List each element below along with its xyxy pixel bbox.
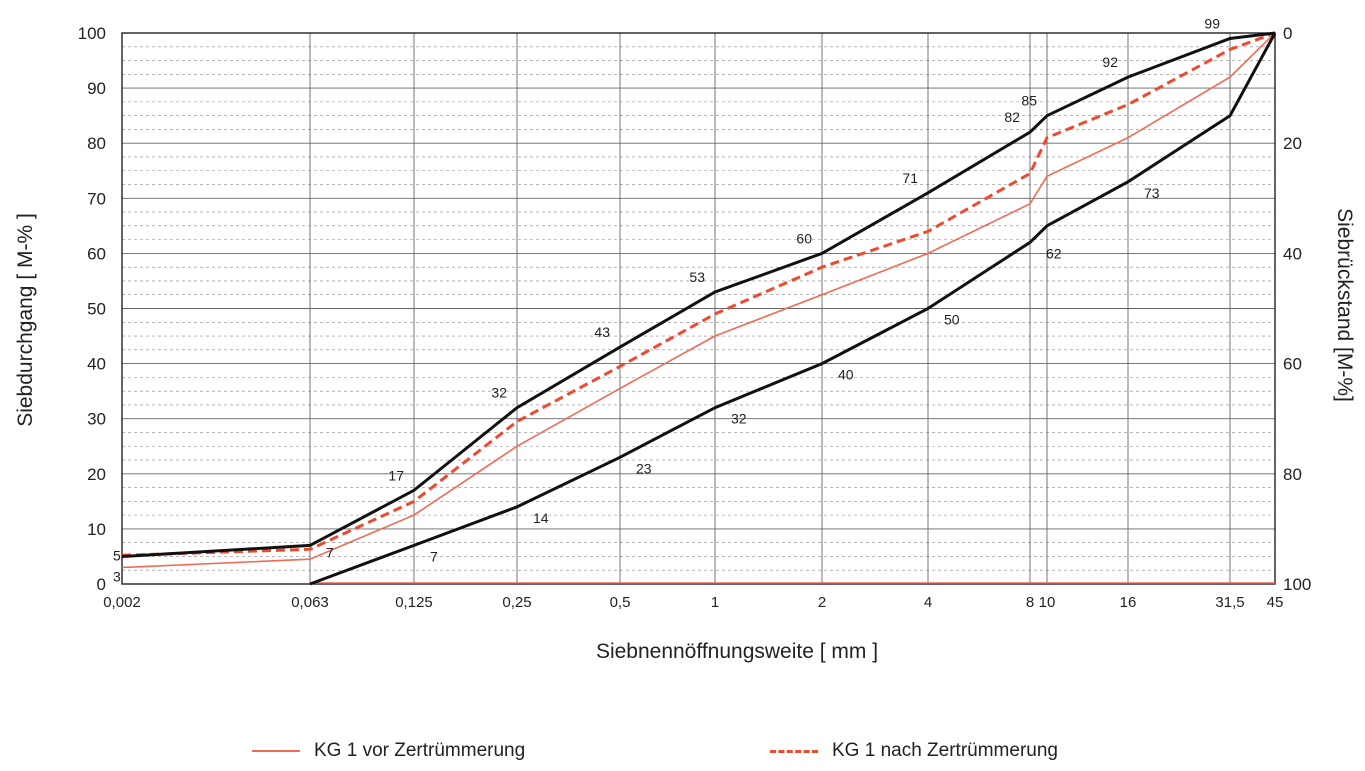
series-lines xyxy=(121,31,1277,586)
y-axis-title-left: Siebdurchgang [ M-% ] xyxy=(14,213,37,427)
upper-data-label: 82 xyxy=(1004,109,1020,125)
lower-data-label: 62 xyxy=(1046,245,1062,261)
y-tick-right: 80 xyxy=(1283,465,1302,484)
y-tick-left: 90 xyxy=(87,79,106,98)
x-tick-label: 0,002 xyxy=(103,594,141,611)
upper-data-label: 85 xyxy=(1021,93,1037,109)
y-tick-left: 40 xyxy=(87,355,106,374)
lower-data-label: 50 xyxy=(944,312,960,328)
x-tick-label: 0,5 xyxy=(610,594,631,611)
y-tick-right: 0 xyxy=(1283,24,1292,43)
y-tick-right: 100 xyxy=(1283,575,1311,594)
y-tick-left: 100 xyxy=(78,24,106,43)
x-tick-label: 45 xyxy=(1267,594,1284,611)
y-tick-left: 20 xyxy=(87,465,106,484)
x-tick-label: 1 xyxy=(711,594,719,611)
lower-limit-line xyxy=(309,32,1277,586)
y-tick-left: 10 xyxy=(87,520,106,539)
upper-data-label: 32 xyxy=(491,385,507,401)
x-tick-label: 0,125 xyxy=(395,594,433,611)
y-tick-labels: 0 10 20 30 40 50 60 70 80 90 100 0 20 40 60 80 100 xyxy=(78,24,1312,594)
x-tick-label: 31,5 xyxy=(1215,594,1244,611)
legend-label-vor: KG 1 vor Zertrümmerung xyxy=(314,740,526,761)
lower-data-label: 7 xyxy=(430,548,438,564)
x-tick-labels: 0,002 0,063 0,125 0,25 0,5 1 2 4 8 10 16 31,5 45 xyxy=(103,594,1283,611)
legend-label-nach: KG 1 nach Zertrümmerung xyxy=(832,740,1058,761)
x-tick-label: 0,25 xyxy=(502,594,531,611)
lower-data-label: 14 xyxy=(533,510,549,526)
y-tick-left: 50 xyxy=(87,300,106,319)
upper-data-label: 43 xyxy=(594,324,610,340)
y-tick-left: 70 xyxy=(87,189,106,208)
y-axis-title-right: Siebrückstand [M-%] xyxy=(1333,208,1356,402)
y-tick-right: 60 xyxy=(1283,355,1302,374)
legend-swatch-dashed xyxy=(770,749,818,753)
y-tick-right: 20 xyxy=(1283,134,1302,153)
x-tick-label: 8 xyxy=(1026,594,1034,611)
start-label-upper: 5 xyxy=(113,547,121,563)
lower-data-label: 40 xyxy=(838,367,854,383)
legend-item-vor: KG 1 vor Zertrümmerung xyxy=(252,740,525,762)
upper-data-label: 60 xyxy=(796,230,812,246)
grading-chart: 0,002 0,063 0,125 0,25 0,5 1 2 4 8 10 16 31,5 45 0 10… xyxy=(14,16,1356,663)
x-tick-label: 2 xyxy=(818,594,826,611)
legend-item-nach: KG 1 nach Zertrümmerung xyxy=(770,740,1058,762)
label-0063: 7 xyxy=(326,544,334,560)
x-tick-label: 0,063 xyxy=(291,594,329,611)
series-nach-line xyxy=(121,31,1276,557)
y-tick-left: 30 xyxy=(87,410,106,429)
upper-data-label: 99 xyxy=(1204,16,1220,32)
upper-data-label: 71 xyxy=(902,170,918,186)
grid xyxy=(121,32,1276,585)
lower-data-label: 23 xyxy=(636,460,652,476)
legend-swatch-solid xyxy=(252,750,300,752)
y-tick-left: 0 xyxy=(97,575,106,594)
lower-data-label: 73 xyxy=(1144,185,1160,201)
lower-data-label: 32 xyxy=(731,411,747,427)
upper-data-label: 53 xyxy=(689,269,705,285)
upper-limit-line xyxy=(121,31,1276,558)
upper-data-label: 17 xyxy=(388,467,404,483)
x-tick-label: 10 xyxy=(1039,594,1056,611)
start-label-lower: 3 xyxy=(113,568,121,584)
x-tick-label: 4 xyxy=(924,594,932,611)
upper-data-label: 92 xyxy=(1102,54,1118,70)
y-tick-left: 60 xyxy=(87,244,106,263)
y-tick-right: 40 xyxy=(1283,244,1302,263)
series-vor-line xyxy=(121,32,1276,569)
y-tick-left: 80 xyxy=(87,134,106,153)
x-axis-title: Siebnennöffnungsweite [ mm ] xyxy=(596,640,878,663)
x-tick-label: 16 xyxy=(1120,594,1137,611)
plot-frame xyxy=(121,32,1276,585)
